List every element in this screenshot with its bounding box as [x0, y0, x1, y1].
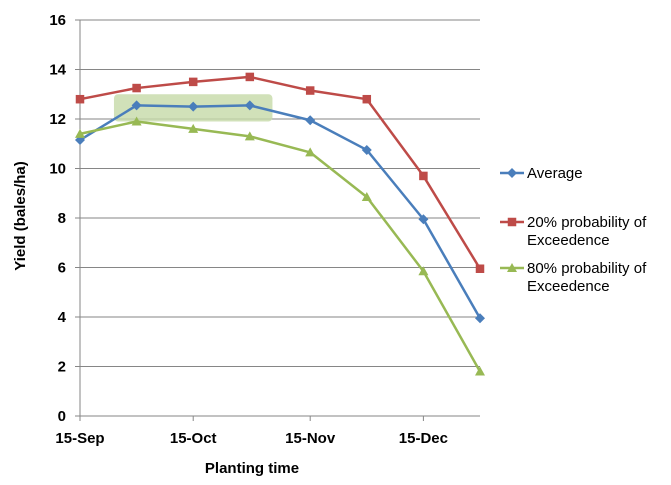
data-point [475, 366, 485, 376]
y-tick-label: 8 [58, 210, 66, 227]
y-tick-label: 16 [49, 12, 66, 29]
data-point [305, 86, 315, 95]
series-1 [75, 100, 485, 324]
series-3 [75, 116, 485, 376]
legend-marker [507, 217, 517, 227]
axes [75, 19, 480, 421]
data-point [305, 147, 316, 157]
y-tick-label: 6 [58, 260, 66, 277]
x-tick-label: 15-Dec [399, 430, 448, 447]
data-point [305, 115, 316, 126]
legend-label: Exceedence [527, 232, 610, 249]
series-2 [75, 72, 485, 273]
data-point [75, 94, 85, 104]
y-tick-label: 4 [58, 309, 67, 326]
data-point [361, 191, 372, 201]
series-lines [75, 72, 485, 376]
data-point [75, 128, 85, 138]
data-point [419, 171, 428, 181]
data-point [245, 72, 255, 82]
data-point [244, 100, 255, 111]
data-point [418, 214, 429, 225]
data-point [244, 131, 255, 141]
y-axis-title: Yield (bales/ha) [12, 161, 29, 270]
legend-label: Average [527, 165, 583, 182]
legend-label: 20% probability of [527, 214, 647, 231]
series-line [79, 75, 482, 270]
x-tick-label: 15-Nov [285, 430, 336, 447]
data-point [188, 123, 199, 133]
data-point [475, 264, 485, 273]
data-point [131, 116, 142, 126]
tick-labels: 0 2 4 6 8 10 12 14 16 15-Sep 15-Oct 15-Nov 15-Dec [49, 12, 448, 447]
legend-marker [507, 263, 517, 272]
series-line [79, 120, 482, 373]
data-point [475, 313, 485, 324]
data-point [362, 94, 372, 104]
y-tick-label: 10 [49, 161, 66, 178]
x-axis-title: Planting time [205, 460, 299, 477]
series-line [79, 104, 482, 319]
data-point [132, 83, 141, 93]
data-point [131, 100, 142, 111]
y-tick-label: 0 [58, 408, 66, 425]
data-point [418, 266, 429, 276]
y-tick-label: 14 [49, 62, 66, 79]
legend-label: Exceedence [527, 278, 610, 295]
data-point [188, 101, 199, 112]
legend-item: Average [500, 165, 583, 182]
x-tick-label: 15-Sep [55, 430, 104, 447]
legend-label: 80% probability of [527, 260, 647, 277]
data-point [361, 144, 372, 155]
y-tick-label: 12 [49, 111, 66, 128]
legend-marker [507, 168, 517, 178]
data-point [188, 77, 198, 87]
grid-lines [80, 19, 480, 367]
x-tick-label: 15-Oct [170, 430, 217, 447]
y-tick-label: 2 [58, 359, 66, 376]
